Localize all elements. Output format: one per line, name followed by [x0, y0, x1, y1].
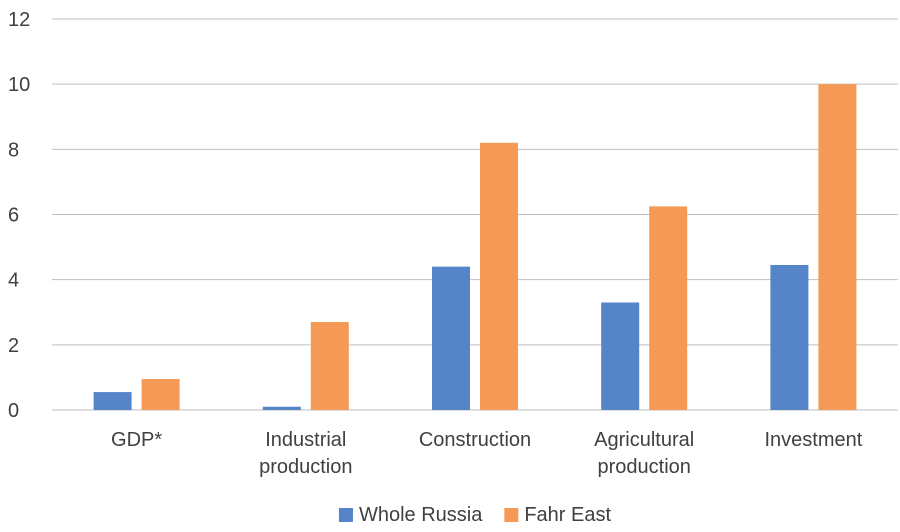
category-label-1: Industrial production: [259, 429, 352, 478]
category-label-line: Investment: [764, 429, 862, 451]
y-axis-tick-labels: 0 2 4 6 8 10 12: [8, 9, 30, 422]
category-label-line: production: [597, 456, 690, 478]
bar-whole-russia-4: [770, 265, 809, 410]
y-tick-label-10: 10: [8, 74, 30, 96]
bar-whole-russia-1: [262, 406, 301, 410]
legend-label: Whole Russia: [359, 504, 483, 526]
bar-whole-russia-2: [432, 266, 470, 410]
category-label-line: Construction: [419, 429, 531, 451]
category-label-line: Industrial: [265, 429, 346, 451]
category-label-2: Construction: [419, 429, 531, 451]
y-tick-label-8: 8: [8, 139, 19, 161]
y-tick-label-2: 2: [8, 335, 19, 357]
bar-fahr-east-1: [310, 322, 349, 410]
bar-whole-russia-3: [601, 302, 640, 410]
category-label-line: Agricultural: [594, 429, 694, 451]
bar-fahr-east-2: [480, 142, 518, 411]
bar-fahr-east-0: [141, 379, 180, 410]
y-tick-label-0: 0: [8, 400, 19, 422]
category-label-3: Agricultural production: [594, 429, 694, 478]
legend-swatch: [504, 508, 519, 522]
y-tick-label-4: 4: [8, 270, 19, 292]
category-label-0: GDP*: [111, 429, 162, 451]
x-axis-category-labels: GDP* Industrial production Construction Agri…: [111, 429, 863, 478]
bar-whole-russia-0: [93, 392, 132, 410]
y-tick-label-6: 6: [8, 205, 19, 227]
bar-fahr-east-4: [818, 84, 857, 411]
gridlines: [52, 18, 898, 411]
legend-label: Fahr East: [524, 504, 611, 526]
category-label-line: production: [259, 456, 352, 478]
legend-item-whole-russia: Whole Russia: [338, 504, 483, 526]
legend: Whole Russia Fahr East: [338, 504, 611, 526]
bar-fahr-east-3: [649, 206, 688, 410]
category-label-4: Investment: [764, 429, 862, 451]
category-label-line: GDP*: [111, 429, 162, 451]
y-tick-label-12: 12: [8, 9, 30, 31]
legend-swatch: [338, 508, 353, 522]
bars: [93, 84, 857, 411]
legend-item-fahr-east: Fahr East: [504, 504, 611, 526]
